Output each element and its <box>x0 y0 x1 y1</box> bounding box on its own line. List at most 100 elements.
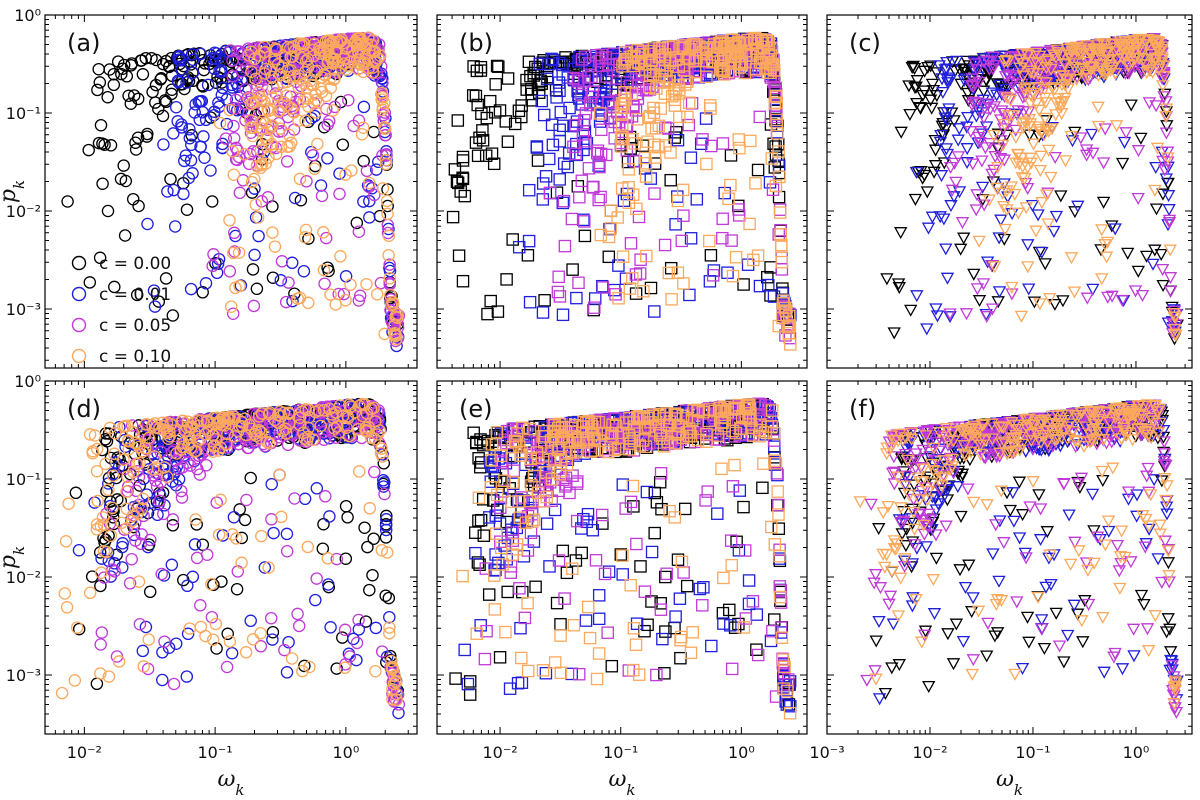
data-point <box>930 90 944 103</box>
data-point <box>998 223 1012 236</box>
data-point <box>1157 66 1171 79</box>
data-point <box>158 499 171 512</box>
data-point <box>126 192 140 206</box>
data-point <box>347 119 360 133</box>
data-point <box>1065 46 1079 59</box>
data-point <box>1151 63 1166 76</box>
data-point <box>1122 63 1136 77</box>
data-point <box>1163 272 1178 285</box>
data-point <box>194 414 208 427</box>
data-point <box>185 48 199 61</box>
data-point <box>332 426 346 439</box>
data-point <box>985 168 999 181</box>
data-point <box>322 578 335 591</box>
data-point <box>743 217 756 231</box>
data-point <box>159 54 173 68</box>
data-point <box>1087 43 1102 56</box>
data-point <box>146 85 159 99</box>
data-point <box>375 543 389 557</box>
data-point <box>969 204 983 217</box>
data-point <box>658 238 672 252</box>
data-point <box>707 264 721 277</box>
data-point <box>696 133 709 146</box>
data-point <box>273 468 286 482</box>
x-tick-label: 10⁻² <box>67 743 102 762</box>
data-point <box>329 298 342 311</box>
data-point <box>751 249 765 262</box>
data-point <box>479 149 493 162</box>
y-tick-label: 10⁻² <box>6 568 41 587</box>
data-point <box>1158 164 1172 177</box>
data-point <box>578 215 591 228</box>
data-point <box>1163 244 1177 257</box>
data-point <box>672 60 686 74</box>
data-point <box>1159 111 1173 124</box>
data-point <box>529 580 542 594</box>
data-point <box>648 305 661 318</box>
data-point <box>615 118 629 131</box>
data-point <box>1126 35 1141 48</box>
data-point <box>270 43 284 57</box>
data-point <box>648 526 661 540</box>
data-point <box>929 303 943 316</box>
data-point <box>913 101 927 115</box>
data-point <box>476 124 489 137</box>
data-point <box>104 139 118 152</box>
data-point <box>1045 82 1059 95</box>
data-point <box>298 492 312 506</box>
data-point <box>200 548 214 561</box>
data-point <box>250 95 263 108</box>
data-point <box>1116 53 1130 66</box>
data-point <box>138 441 152 455</box>
data-point <box>120 70 134 83</box>
data-point <box>935 120 950 133</box>
data-point <box>111 55 125 68</box>
data-point <box>579 107 593 120</box>
data-point <box>248 182 261 195</box>
data-point <box>1013 62 1027 75</box>
data-point <box>226 145 239 158</box>
data-point <box>1095 224 1109 237</box>
data-point <box>581 71 595 84</box>
data-point <box>553 173 566 186</box>
data-point <box>451 114 465 127</box>
data-point <box>773 203 787 216</box>
data-point <box>570 291 583 305</box>
data-point <box>380 513 393 526</box>
data-point <box>1124 99 1138 112</box>
data-point <box>380 509 393 523</box>
data-point <box>488 106 502 119</box>
data-point <box>747 253 760 267</box>
data-point <box>180 421 194 434</box>
data-point <box>385 654 398 668</box>
data-point <box>1062 63 1076 76</box>
data-point <box>594 87 607 100</box>
data-point <box>925 211 940 224</box>
data-point <box>180 670 194 683</box>
data-point <box>220 438 233 451</box>
data-point <box>1023 65 1038 78</box>
data-point <box>575 174 589 188</box>
data-point <box>106 469 120 482</box>
data-point <box>136 68 150 81</box>
data-point <box>723 603 736 617</box>
data-point <box>131 92 145 106</box>
data-point <box>669 610 682 623</box>
data-point <box>96 177 109 190</box>
data-point <box>382 248 395 262</box>
data-point <box>1082 47 1097 60</box>
data-point <box>165 83 179 96</box>
data-point <box>250 429 263 443</box>
data-point <box>264 611 278 625</box>
data-point <box>943 308 957 321</box>
data-point <box>1127 47 1141 60</box>
data-point <box>1086 147 1100 160</box>
data-point <box>155 567 168 581</box>
data-point <box>317 226 330 239</box>
data-point <box>1033 164 1048 178</box>
data-point <box>765 57 778 71</box>
data-point <box>631 51 645 64</box>
data-point <box>1071 44 1086 57</box>
data-point <box>1105 220 1119 233</box>
data-point <box>171 115 184 128</box>
